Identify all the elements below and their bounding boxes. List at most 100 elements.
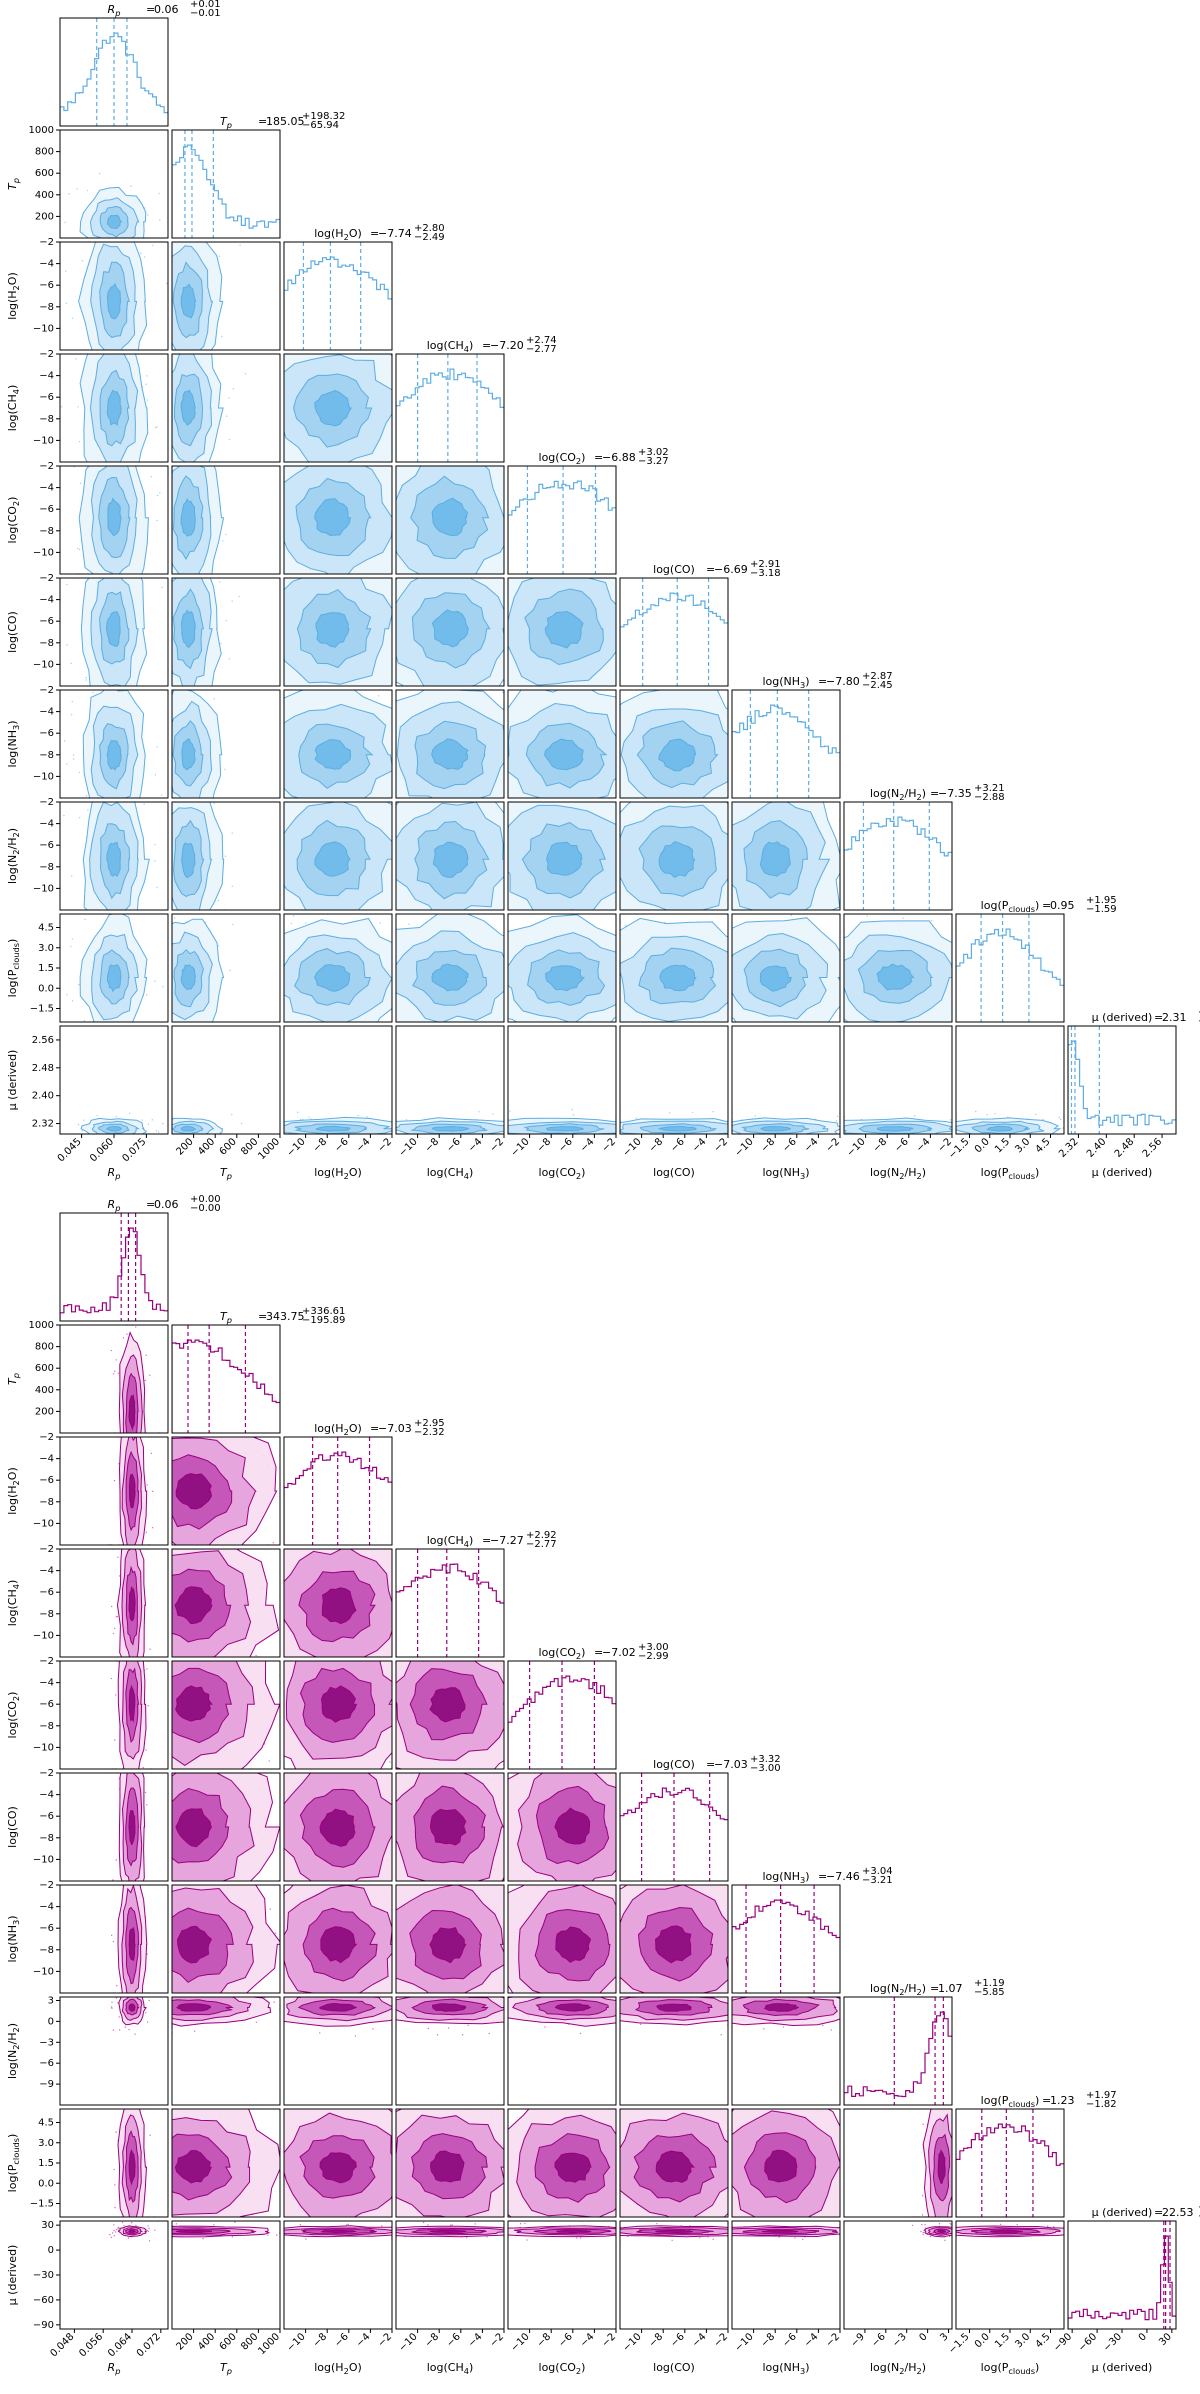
contour-level-3: [319, 1808, 356, 1847]
title-equals-co: =: [706, 563, 715, 576]
contour-level-3: [180, 1125, 197, 1132]
sample-point: [114, 1370, 116, 1373]
sample-point: [118, 2016, 120, 2018]
sample-point: [377, 695, 380, 697]
x-tick-label: −8: [535, 1136, 553, 1154]
panel-frame: [395, 913, 505, 1023]
y-axis-label-co2: log(CO2): [6, 1692, 21, 1739]
sample-point: [143, 803, 145, 805]
sample-point: [144, 1379, 146, 1382]
title-plus-h2o: +2.95: [414, 1418, 445, 1429]
title-value-co: −7.03: [714, 1758, 748, 1771]
sample-point: [492, 1113, 494, 1115]
sample-point: [71, 700, 73, 703]
contour-level-3: [315, 612, 350, 648]
title-value-rp: 0.06: [154, 1198, 179, 1211]
sample-point: [118, 1575, 121, 1577]
panel-nh3-h2o: [283, 1884, 393, 1994]
sample-point: [290, 922, 293, 925]
sample-point: [63, 814, 65, 817]
sample-point: [150, 1452, 153, 1455]
contour-level-3: [658, 1125, 697, 1132]
y-tick-label: −4: [39, 1678, 54, 1689]
contour-level-3: [554, 1807, 591, 1845]
sample-point: [114, 1739, 116, 1741]
sample-point: [112, 1373, 115, 1375]
sample-point: [60, 406, 63, 408]
sample-point: [110, 1934, 113, 1937]
contour-level-3: [876, 1126, 915, 1132]
panel-h2o-tp: [171, 241, 281, 351]
y-axis-label-n2h2: log(N2/H2): [6, 2023, 21, 2079]
title-tp: Tp: [220, 1310, 232, 1325]
sample-point: [1042, 1118, 1044, 1121]
sample-point: [110, 1349, 112, 1352]
panel-frame: [59, 1436, 169, 1546]
x-tick-label: −4: [466, 1136, 484, 1154]
title-value-h2o: −7.74: [378, 227, 412, 240]
sample-point: [229, 969, 231, 972]
title-equals-pc: =: [1042, 899, 1051, 912]
sample-point: [478, 1111, 480, 1113]
title-value-co: −6.69: [714, 563, 748, 576]
sample-point: [113, 1479, 116, 1482]
y-tick-label: −4: [39, 371, 54, 382]
y-tick-label: 2.40: [32, 1091, 54, 1102]
sample-point: [220, 642, 222, 645]
sample-point: [117, 1556, 119, 1558]
title-mu: μ (derived): [1092, 1011, 1153, 1024]
title-value-nh3: −7.80: [826, 675, 860, 688]
panel-frame: [59, 17, 169, 127]
y-tick-label: −8: [39, 1721, 54, 1732]
y-tick-label: −4: [39, 707, 54, 718]
sample-point: [218, 255, 221, 257]
panel-frame: [395, 1548, 505, 1658]
histogram-n2h2: [844, 816, 952, 910]
histogram-rp: [60, 1227, 168, 1321]
panel-frame: [59, 1212, 169, 1322]
title-value-pc: 0.95: [1050, 899, 1075, 912]
panel-n2h2-h2o: [283, 801, 393, 911]
contour-level-3: [321, 1587, 357, 1625]
y-tick-label: −8: [39, 414, 54, 425]
sample-point: [145, 1531, 148, 1534]
contour-level-3: [175, 1473, 212, 1510]
title-minus-co2: −3.27: [638, 456, 669, 467]
title-rp: Rp: [108, 3, 121, 18]
y-tick-label: −4: [39, 595, 54, 606]
sample-point: [115, 1115, 118, 1118]
panel-frame: [171, 801, 281, 911]
sample-point: [166, 282, 168, 285]
panel-frame: [731, 801, 841, 911]
panel-rp-rp: Rp 0.06= +0.00−0.00: [59, 1194, 221, 1322]
y-tick-label: 600: [35, 168, 54, 179]
panel-frame: [619, 1772, 729, 1882]
sample-point: [255, 1654, 257, 1657]
sample-point: [156, 886, 158, 889]
histogram-pc: [956, 928, 1064, 1022]
title-nh3: log(NH3): [762, 1870, 809, 1885]
title-equals-co2: =: [594, 1646, 603, 1659]
title-value-tp: 185.05: [266, 115, 305, 128]
contour-level-3: [314, 390, 353, 427]
sample-point: [154, 860, 156, 862]
sample-point: [213, 698, 215, 700]
sample-point: [86, 189, 89, 192]
contour-level-3: [543, 738, 584, 771]
sample-point: [144, 1791, 147, 1794]
histogram-nh3: [732, 704, 840, 798]
sample-point: [128, 2028, 130, 2031]
title-minus-pc: −1.59: [1086, 904, 1117, 915]
title-equals-tp: =: [258, 1310, 267, 1323]
panel-frame: [59, 241, 169, 351]
sample-point: [790, 914, 793, 917]
sample-point: [154, 980, 156, 982]
y-tick-label: −1.5: [30, 1004, 54, 1015]
x-tick-label: −8: [871, 1136, 889, 1154]
panel-frame: [395, 1660, 505, 1770]
